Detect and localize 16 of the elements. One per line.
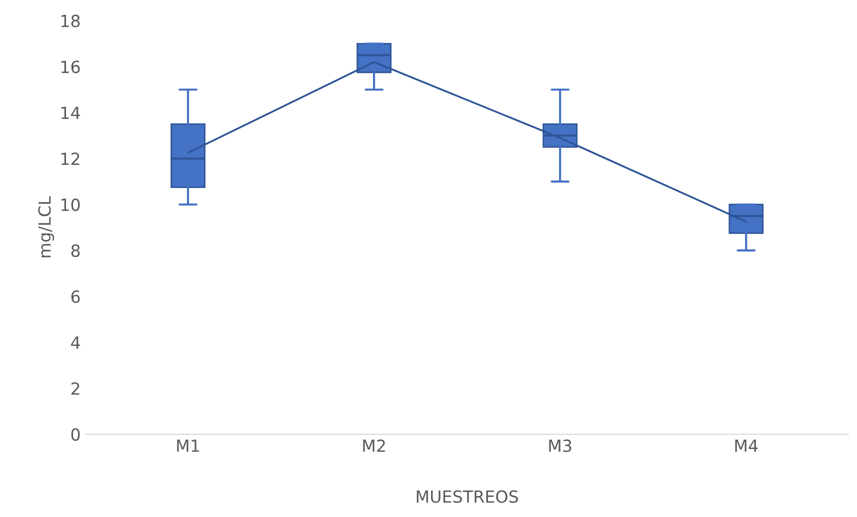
x-tick-label: M1 — [177, 440, 199, 452]
y-tick-label: 12 — [61, 152, 80, 165]
y-tick-label: 10 — [61, 198, 80, 212]
y-tick-label: 18 — [61, 14, 80, 28]
y-tick-label: 14 — [61, 106, 80, 119]
x-axis-title: MUESTREOS — [416, 490, 518, 503]
x-tick-label: M3 — [549, 439, 572, 452]
y-tick-label: 6 — [71, 290, 80, 303]
y-axis-title: mg/LCL — [38, 196, 54, 258]
y-tick-label: 16 — [61, 60, 80, 74]
y-tick-label: 0 — [71, 428, 80, 441]
y-tick-label: 2 — [71, 382, 80, 395]
y-tick-label: 8 — [71, 244, 80, 258]
x-tick-label: M4 — [735, 440, 758, 452]
y-tick-label: 4 — [71, 336, 80, 349]
x-tick-label: M2 — [363, 439, 385, 452]
